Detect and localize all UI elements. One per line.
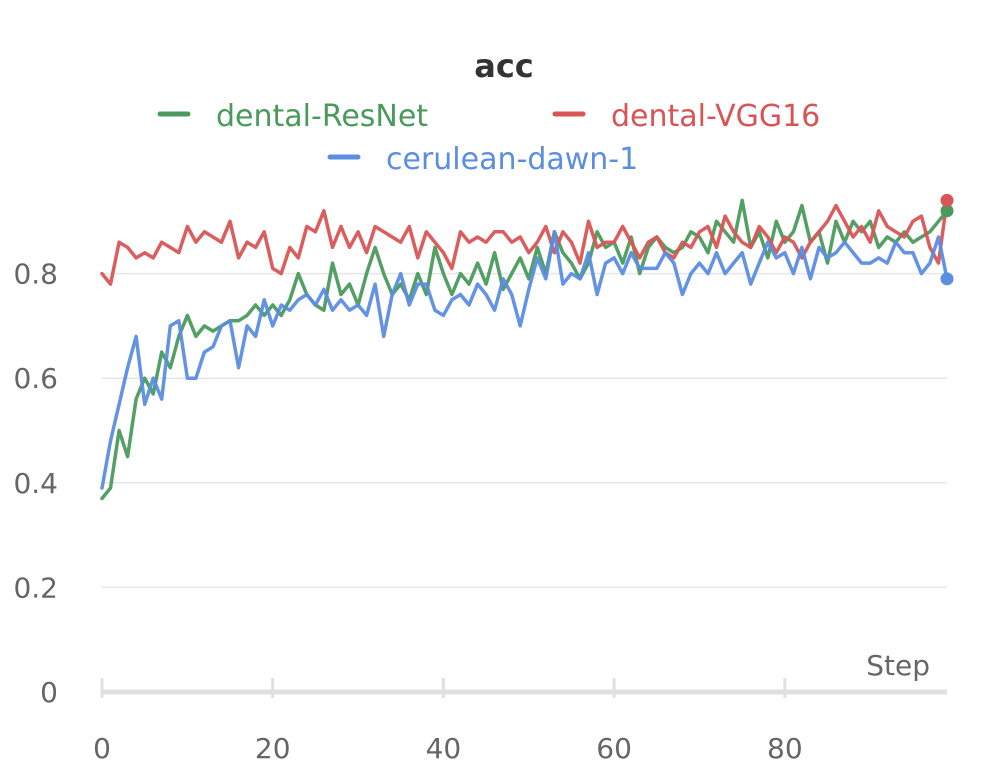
x-tick-label: 0 <box>93 732 111 765</box>
x-tick-label: 40 <box>426 732 462 765</box>
x-tick-label: 20 <box>255 732 291 765</box>
series-end-markers <box>940 193 954 286</box>
x-tick-label: 60 <box>596 732 632 765</box>
y-tick-label: 0 <box>40 676 58 709</box>
legend-label: dental-ResNet <box>216 99 428 134</box>
series-lines <box>100 198 949 501</box>
x-axis: 0 20 40 60 80 <box>93 678 947 765</box>
x-tick-label: 80 <box>767 732 803 765</box>
y-tick-label: 0.8 <box>13 258 58 291</box>
y-gridlines <box>102 272 947 589</box>
series-line <box>100 198 949 501</box>
y-tick-label: 0.4 <box>13 467 58 500</box>
series-end-point <box>940 272 954 286</box>
legend-label: cerulean-dawn-1 <box>386 142 638 177</box>
chart-legend: dental-ResNet dental-VGG16 cerulean-dawn-1 <box>157 99 820 177</box>
y-tick-label: 0.2 <box>13 571 58 604</box>
series-line <box>100 230 949 490</box>
y-axis-ticks: 0 0.2 0.4 0.6 0.8 <box>13 258 58 709</box>
legend-label: dental-VGG16 <box>611 99 820 134</box>
y-tick-label: 0.6 <box>13 362 58 395</box>
series-line <box>100 198 949 286</box>
chart-title: acc <box>474 47 534 85</box>
x-axis-label: Step <box>866 649 930 682</box>
series-end-point <box>940 193 954 207</box>
series-end-point <box>940 204 954 218</box>
